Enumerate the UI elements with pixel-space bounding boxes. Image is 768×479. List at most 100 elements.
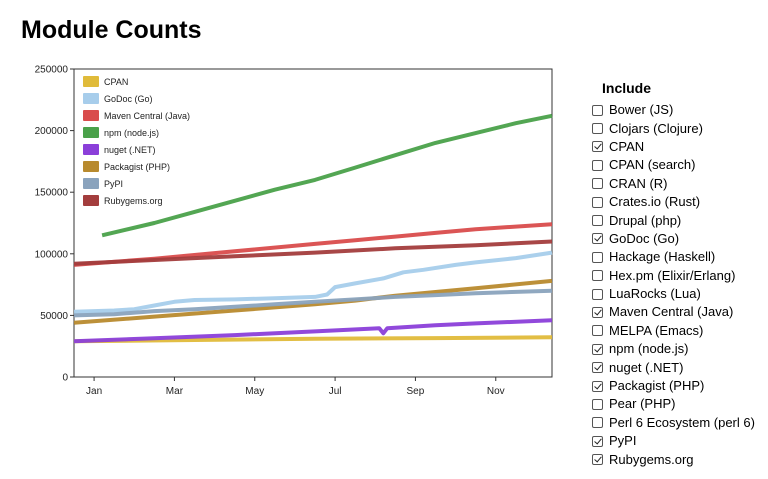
legend: CPAN GoDoc (Go) Maven Central (Java) npm (n…	[83, 76, 190, 206]
include-checkbox[interactable]	[592, 343, 603, 355]
include-item[interactable]: Maven Central (Java)	[592, 303, 768, 321]
include-label: nuget (.NET)	[609, 359, 684, 375]
include-checkbox[interactable]	[592, 270, 603, 282]
include-checkbox[interactable]	[592, 159, 603, 171]
include-item[interactable]: Rubygems.org	[592, 450, 768, 468]
series-line-maven-central-java[interactable]	[73, 222, 553, 267]
legend-label: GoDoc (Go)	[104, 94, 153, 104]
legend-label: CPAN	[104, 77, 128, 87]
legend-swatch	[83, 178, 99, 189]
include-checkbox[interactable]	[592, 306, 603, 318]
include-checkbox[interactable]	[592, 435, 603, 447]
include-label: CPAN (search)	[609, 157, 696, 173]
include-label: Maven Central (Java)	[609, 304, 734, 320]
y-tick-label: 150000	[35, 188, 69, 199]
include-item[interactable]: CPAN	[592, 138, 768, 156]
include-checkbox[interactable]	[592, 104, 603, 116]
include-checkbox[interactable]	[592, 454, 603, 466]
include-checkbox[interactable]	[592, 123, 603, 135]
legend-label: Rubygems.org	[104, 196, 163, 206]
include-label: CPAN	[609, 138, 645, 154]
include-item[interactable]: Perl 6 Ecosystem (perl 6)	[592, 414, 768, 432]
x-tick-label: May	[245, 386, 264, 397]
legend-label: nuget (.NET)	[104, 145, 156, 155]
x-tick-label: Mar	[166, 386, 184, 397]
include-label: Hex.pm (Elixir/Erlang)	[609, 267, 736, 283]
include-item[interactable]: Hackage (Haskell)	[592, 248, 768, 266]
include-checkbox[interactable]	[592, 362, 603, 374]
include-checkbox[interactable]	[592, 325, 603, 337]
include-item[interactable]: GoDoc (Go)	[592, 230, 768, 248]
series-line-rubygems-org[interactable]	[73, 239, 553, 266]
series-line-npm-node-js[interactable]	[101, 113, 553, 238]
include-checkbox[interactable]	[592, 196, 603, 208]
x-tick-label: Nov	[487, 386, 505, 397]
include-label: Clojars (Clojure)	[609, 120, 703, 136]
include-item[interactable]: Drupal (php)	[592, 211, 768, 229]
include-checkbox[interactable]	[592, 141, 603, 153]
include-item[interactable]: Clojars (Clojure)	[592, 119, 768, 137]
include-item[interactable]: CPAN (search)	[592, 156, 768, 174]
y-tick-label: 0	[62, 373, 68, 384]
module-counts-chart: 0 50000 100000 150000 200000 250000 Jan Mar May J…	[35, 65, 553, 397]
legend-label: Packagist (PHP)	[104, 162, 170, 172]
include-list: Bower (JS) Clojars (Clojure) CPAN CPAN (sea…	[592, 101, 768, 469]
include-checkbox[interactable]	[592, 288, 603, 300]
include-item[interactable]: PyPI	[592, 432, 768, 450]
include-label: Packagist (PHP)	[609, 378, 705, 394]
include-item[interactable]: nuget (.NET)	[592, 358, 768, 376]
include-item[interactable]: npm (node.js)	[592, 340, 768, 358]
include-item[interactable]: Pear (PHP)	[592, 395, 768, 413]
series-line-nuget-net[interactable]	[73, 318, 553, 344]
series-layer	[73, 113, 553, 344]
x-tick-label: Jan	[86, 386, 102, 397]
legend-swatch	[83, 195, 99, 206]
y-tick-label: 200000	[35, 126, 69, 137]
include-label: MELPA (Emacs)	[609, 322, 704, 338]
legend-swatch	[83, 93, 99, 104]
include-checkbox[interactable]	[592, 398, 603, 410]
include-label: Pear (PHP)	[609, 396, 676, 412]
include-item[interactable]: Bower (JS)	[592, 101, 768, 119]
include-checkbox[interactable]	[592, 380, 603, 392]
include-label: Drupal (php)	[609, 212, 682, 228]
legend-label: Maven Central (Java)	[104, 111, 190, 121]
x-tick-label: Jul	[329, 386, 342, 397]
include-checkbox[interactable]	[592, 233, 603, 245]
legend-label: npm (node.js)	[104, 128, 159, 138]
include-label: Hackage (Haskell)	[609, 249, 716, 265]
include-checkbox[interactable]	[592, 417, 603, 429]
legend-swatch	[83, 76, 99, 87]
include-label: Rubygems.org	[609, 451, 694, 467]
include-checkbox[interactable]	[592, 251, 603, 263]
include-item[interactable]: Packagist (PHP)	[592, 377, 768, 395]
include-label: LuaRocks (Lua)	[609, 286, 701, 302]
series-line-pypi[interactable]	[73, 288, 553, 318]
include-label: CRAN (R)	[609, 175, 668, 191]
include-label: Bower (JS)	[609, 102, 674, 118]
page-title: Module Counts	[21, 16, 202, 44]
x-tick-label: Sep	[407, 386, 425, 397]
include-panel: Include Bower (JS) Clojars (Clojure) CPAN C…	[592, 78, 768, 469]
include-item[interactable]: Hex.pm (Elixir/Erlang)	[592, 267, 768, 285]
series-line-godoc-go[interactable]	[73, 250, 553, 314]
include-checkbox[interactable]	[592, 178, 603, 190]
series-line-cpan[interactable]	[73, 335, 553, 344]
legend-label: PyPI	[104, 179, 123, 189]
y-tick-label: 50000	[40, 311, 68, 322]
include-label: npm (node.js)	[609, 341, 689, 357]
include-item[interactable]: MELPA (Emacs)	[592, 322, 768, 340]
y-tick-label: 100000	[35, 249, 69, 260]
include-label: Crates.io (Rust)	[609, 194, 701, 210]
legend-swatch	[83, 161, 99, 172]
include-label: GoDoc (Go)	[609, 230, 680, 246]
legend-swatch	[83, 127, 99, 138]
include-item[interactable]: LuaRocks (Lua)	[592, 285, 768, 303]
include-checkbox[interactable]	[592, 215, 603, 227]
include-item[interactable]: Crates.io (Rust)	[592, 193, 768, 211]
legend-swatch	[83, 144, 99, 155]
include-label: PyPI	[609, 433, 637, 449]
include-item[interactable]: CRAN (R)	[592, 175, 768, 193]
include-label: Perl 6 Ecosystem (perl 6)	[609, 414, 755, 430]
legend-swatch	[83, 110, 99, 121]
